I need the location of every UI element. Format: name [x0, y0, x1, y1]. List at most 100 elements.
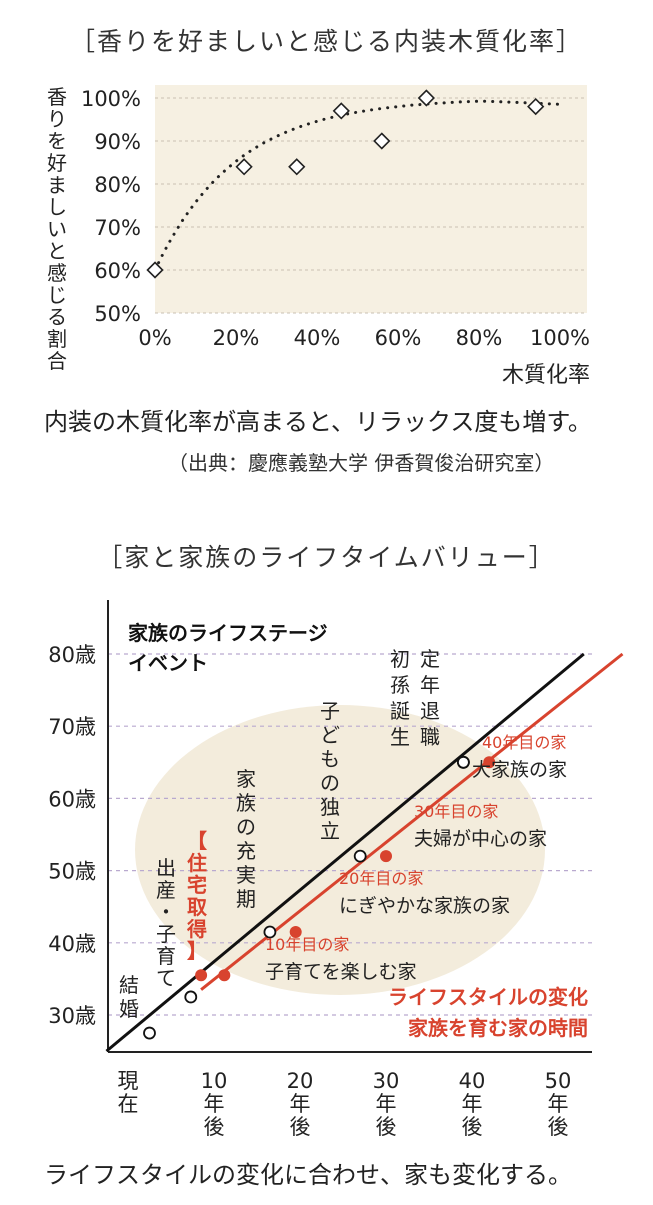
chart1-title: ［香りを好ましいと感じる内装木質化率］ — [69, 27, 583, 56]
event-retire-label-char: 職 — [420, 725, 440, 749]
house20-title: 20年目の家 — [339, 869, 423, 888]
event-fulfill-label-char: 実 — [236, 863, 256, 887]
chart1-y-axis-label-text-char: と — [47, 239, 67, 263]
chart2-x-tick-label: 10 — [201, 1069, 228, 1093]
chart1-source: （出典：慶應義塾大学 伊香賀俊治研究室） — [168, 451, 555, 475]
legend-black-line2: イベント — [128, 651, 208, 675]
event-fulfill-label-char: 家 — [236, 767, 256, 791]
house10-title: 10年目の家 — [265, 935, 349, 954]
chart1-y-axis-label-text-char: 好 — [47, 151, 67, 175]
chart1-y-axis-label-text-char: 合 — [47, 349, 67, 373]
chart2-house-point — [218, 969, 231, 982]
house10-desc: 子育てを楽しむ家 — [265, 961, 417, 983]
chart2-y-tick-label: 30歳 — [48, 1004, 96, 1028]
chart2-event-point — [353, 849, 367, 863]
event-marriage-label: 結婚 — [119, 973, 139, 1021]
event-grandchild-label-char: 孫 — [390, 673, 410, 697]
event-independence-label-char: の — [320, 771, 340, 795]
chart2-event-point — [263, 925, 277, 939]
chart2-house-point — [289, 925, 302, 938]
chart1-plot-background — [155, 85, 587, 313]
chart2-x-tick-label: 40 — [459, 1069, 486, 1093]
chart2-x-tick-label: 30 — [373, 1069, 400, 1093]
house30-desc: 夫婦が中心の家 — [414, 828, 547, 850]
chart1-y-tick-label: 100% — [81, 87, 141, 111]
chart1-y-axis-label-text-char: 香 — [47, 85, 67, 109]
event-fulfill-label-char: の — [236, 815, 256, 839]
chart1-caption: 内装の木質化率が高まると、リラックス度も増す。 — [44, 408, 592, 436]
chart1-x-tick-label: 0% — [138, 326, 171, 350]
event-birth-label-char: 育 — [156, 944, 176, 968]
chart1-data-point — [146, 261, 164, 279]
chart2-annotations: 家族のライフステージイベントライフスタイルの変化家族を育む家の時間結婚出産・子育… — [119, 621, 588, 1040]
chart2-x-tick-label: 現 — [118, 1069, 139, 1093]
chart1-y-axis-label-text-char: る — [47, 305, 67, 329]
chart2-event-point — [184, 990, 198, 1004]
chart1-y-tick-label: 90% — [94, 130, 141, 154]
chart2-series-black-line — [105, 652, 585, 1053]
house20-desc: にぎやかな家族の家 — [339, 895, 510, 917]
chart1-y-axis-label-text-char: し — [47, 195, 67, 219]
chart2-x-tick-label: 在 — [118, 1092, 139, 1116]
event-birth-label: 出産・子育て — [156, 856, 176, 990]
chart2-x-tick-label: 50 — [545, 1069, 572, 1093]
chart1-y-tick-label: 70% — [94, 216, 141, 240]
event-grandchild-label-char: 初 — [390, 647, 410, 671]
event-fulfill-label-char: 族 — [236, 791, 256, 815]
chart1-y-axis-label-text-char: を — [47, 129, 67, 153]
chart1-y-axis-label-text-char: 割 — [47, 327, 67, 351]
legend-red-line1: ライフスタイルの変化 — [388, 985, 588, 1009]
chart1-y-axis-label-text-char: い — [47, 217, 67, 241]
event-independence-label-char: ど — [320, 723, 340, 747]
chart1-y-tick-label: 80% — [94, 173, 141, 197]
chart2-y-tick-label: 80歳 — [48, 643, 96, 667]
chart2-x-tick-label: 後 — [548, 1115, 569, 1139]
chart1-y-axis-label-text-char: り — [47, 107, 67, 131]
chart1-y-axis-label-text-char: ま — [47, 173, 67, 197]
house30-title: 30年目の家 — [414, 802, 498, 821]
event-independence-label-char: 独 — [320, 795, 340, 819]
chart1-x-tick-label: 40% — [294, 326, 341, 350]
chart1-data-point — [417, 89, 435, 107]
chart1-points — [146, 89, 545, 279]
chart2-y-tick-label: 70歳 — [48, 715, 96, 739]
chart1-y-tick-label: 50% — [94, 302, 141, 326]
chart2-event-point — [143, 1026, 156, 1040]
event-grandchild-label-char: 誕 — [390, 699, 410, 723]
chart2-y-ticks: 30歳 40歳 50歳 60歳 70歳 80歳 — [48, 643, 96, 1028]
event-birth-label-char: て — [156, 966, 176, 990]
chart1-data-point — [373, 132, 391, 150]
event-independence-label-char: も — [320, 747, 340, 771]
chart1-trend-curve — [153, 99, 562, 272]
chart1-data-point — [332, 102, 350, 120]
event-fulfill-label-char: 充 — [236, 839, 256, 863]
chart2-y-tick-label: 60歳 — [48, 787, 96, 811]
event-house-label-char: 】 — [187, 939, 207, 963]
event-house-label-char: 宅 — [187, 873, 207, 897]
chart2-x-tick-label: 年 — [462, 1092, 483, 1116]
event-birth-label-char: 出 — [156, 856, 176, 880]
chart2-x-tick-label: 年 — [376, 1092, 397, 1116]
event-independence-label-char: 子 — [320, 699, 340, 723]
event-house-label-char: 【 — [187, 829, 207, 853]
event-marriage-label-char: 結 — [119, 973, 139, 997]
chart1-y-tick-label: 60% — [94, 259, 141, 283]
chart2-x-tick-label: 年 — [290, 1092, 311, 1116]
chart2-x-tick-label: 後 — [376, 1115, 397, 1139]
event-birth-label-char: 産 — [156, 878, 176, 902]
chart2-x-tick-label: 後 — [462, 1115, 483, 1139]
event-retire-label-char: 定 — [420, 647, 440, 671]
chart2-y-tick-label: 50歳 — [48, 860, 96, 884]
event-birth-label-char: 子 — [156, 922, 176, 946]
event-marriage-label-char: 婚 — [119, 997, 139, 1021]
chart1-x-ticks: 0% 20% 40% 60% 80% 100% — [138, 326, 590, 350]
chart2-background-blob — [135, 705, 545, 995]
